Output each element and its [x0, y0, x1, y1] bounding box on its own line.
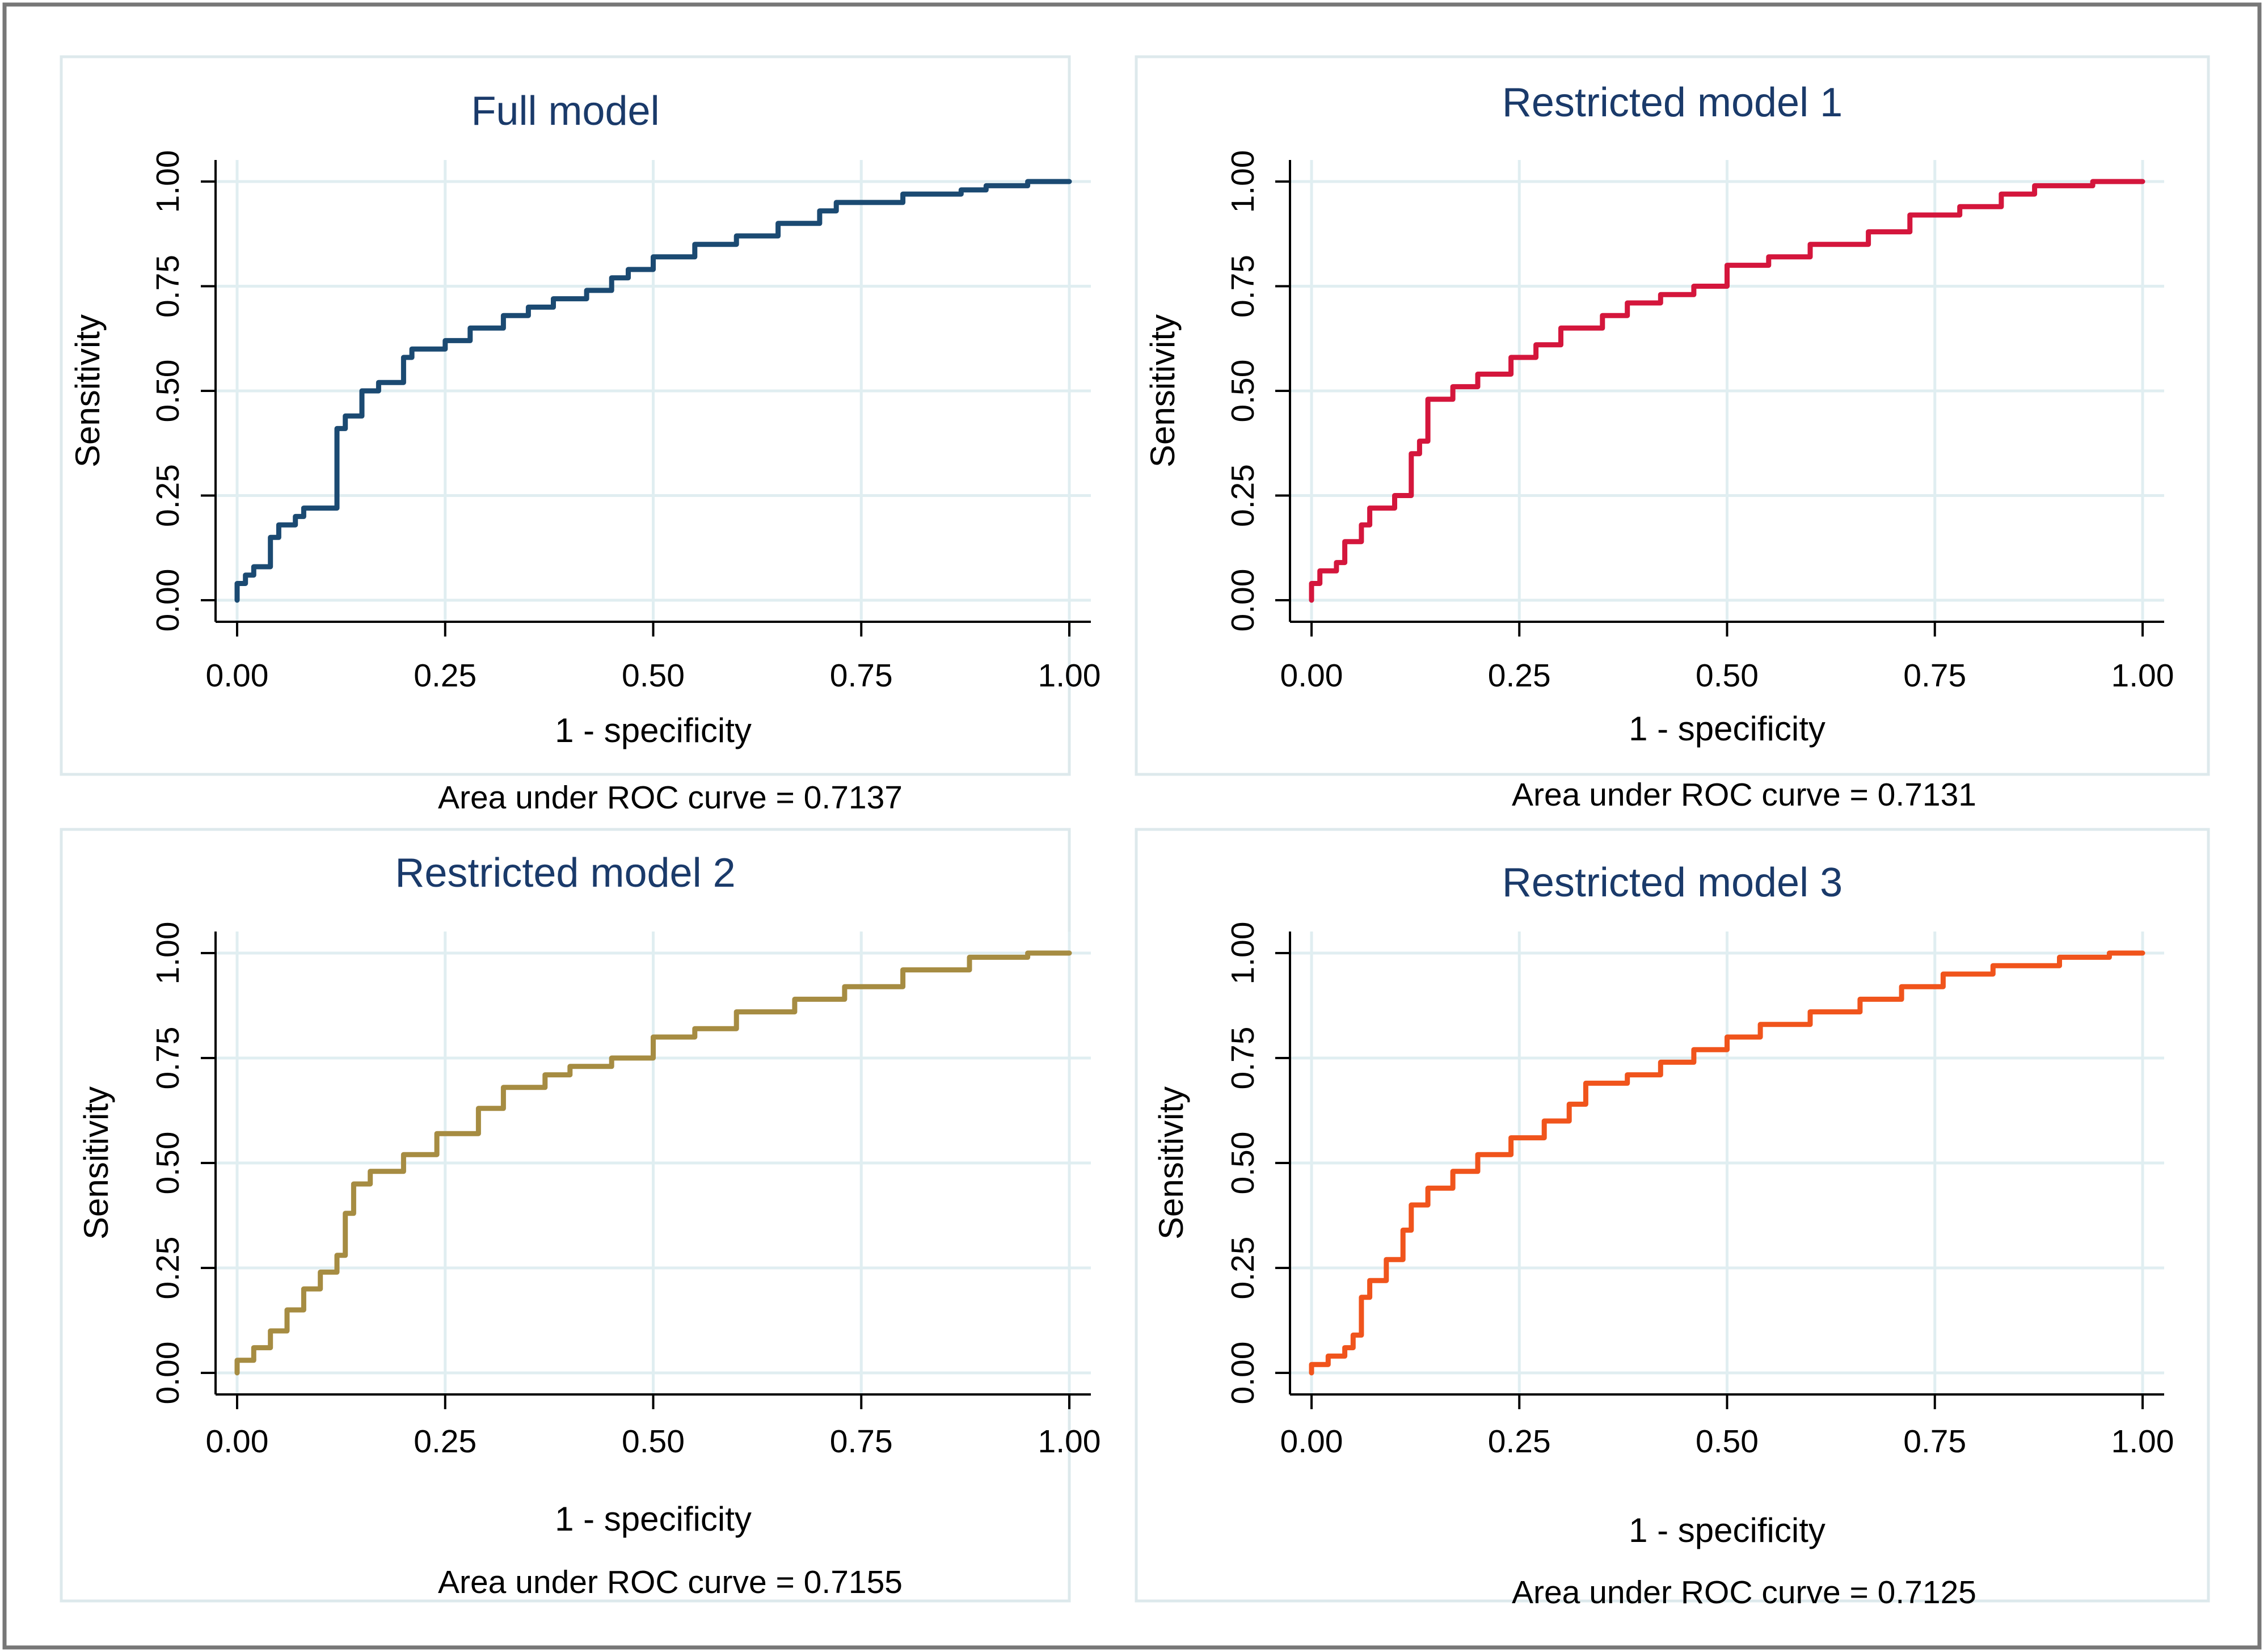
y-tick-label: 0.75	[1225, 255, 1261, 318]
y-axis-label: Sensitivity	[69, 314, 107, 467]
x-tick-label: 0.75	[830, 658, 893, 694]
auc-note: Area under ROC curve = 0.7155	[438, 1564, 903, 1600]
panel-title: Full model	[471, 88, 659, 134]
y-tick-label: 1.00	[1225, 922, 1261, 985]
roc-curve-line	[234, 179, 1072, 603]
y-tick-label: 1.00	[150, 922, 186, 985]
y-axis-label: Sensitivity	[1144, 314, 1182, 467]
x-axis-label: 1 - specificity	[555, 711, 752, 749]
y-tick-label: 0.50	[1225, 360, 1261, 423]
x-tick-label: 0.00	[1280, 658, 1343, 694]
y-tick-label: 0.00	[1225, 569, 1261, 632]
roc-curve-line	[1309, 179, 2145, 603]
y-tick-label: 0.75	[150, 255, 186, 318]
x-tick-label: 0.50	[622, 1423, 685, 1460]
x-tick-label: 0.25	[1488, 658, 1551, 694]
roc-panel-4: 0.00 0.25 0.50 0.75 1.00 0.00 0.25 0.50 0.75 1.00…	[1135, 828, 2210, 1611]
panel-frame	[1135, 828, 2210, 1603]
y-tick-label: 1.00	[150, 150, 186, 213]
roc-curve-line	[234, 950, 1072, 1376]
y-tick-label: 0.25	[1225, 1237, 1261, 1300]
y-tick-label: 0.75	[1225, 1027, 1261, 1090]
x-tick-label: 0.00	[206, 658, 269, 694]
x-tick-label: 1.00	[2111, 658, 2174, 694]
x-tick-label: 1.00	[2111, 1423, 2174, 1460]
x-axis-label: 1 - specificity	[1629, 1511, 1825, 1549]
y-tick-label: 0.50	[150, 1132, 186, 1195]
auc-note: Area under ROC curve = 0.7131	[1512, 777, 1976, 813]
x-tick-label: 0.75	[830, 1423, 893, 1460]
x-tick-label: 1.00	[1038, 1423, 1101, 1460]
x-tick-label: 0.25	[1488, 1423, 1551, 1460]
gridlines	[1290, 160, 2164, 622]
y-axis-label: Sensitivity	[1152, 1086, 1190, 1240]
roc-panel-2: 0.00 0.25 0.50 0.75 1.00 0.00 0.25 0.50 0.75 1.00…	[1135, 55, 2210, 813]
y-tick-label: 1.00	[1225, 150, 1261, 213]
x-tick-label: 0.00	[1280, 1423, 1343, 1460]
y-tick-label: 0.25	[150, 464, 186, 527]
y-tick-label: 0.00	[1225, 1342, 1261, 1405]
x-tick-label: 0.75	[1903, 1423, 1966, 1460]
x-tick-label: 0.50	[1696, 658, 1759, 694]
y-tick-label: 0.75	[150, 1027, 186, 1090]
x-tick-label: 1.00	[1038, 658, 1101, 694]
panel-title: Restricted model 1	[1502, 80, 1843, 125]
x-tick-label: 0.25	[414, 1423, 477, 1460]
y-tick-label: 0.50	[1225, 1132, 1261, 1195]
x-tick-label: 0.00	[206, 1423, 269, 1460]
y-tick-label: 0.00	[150, 1342, 186, 1405]
x-tick-label: 0.50	[622, 658, 685, 694]
x-tick-label: 0.75	[1903, 658, 1966, 694]
y-tick-label: 0.50	[150, 360, 186, 423]
y-tick-label: 0.00	[150, 569, 186, 632]
x-axis-label: 1 - specificity	[1629, 710, 1825, 748]
panel-title: Restricted model 3	[1502, 860, 1843, 905]
gridlines	[216, 160, 1091, 622]
x-axis-label: 1 - specificity	[555, 1500, 752, 1538]
roc-curve-line	[1309, 950, 2145, 1376]
gridlines	[1290, 932, 2164, 1394]
y-tick-label: 0.25	[1225, 464, 1261, 527]
auc-note: Area under ROC curve = 0.7125	[1512, 1574, 1976, 1611]
y-tick-label: 0.25	[150, 1237, 186, 1300]
auc-note: Area under ROC curve = 0.7137	[438, 779, 903, 816]
roc-panel-1: 0.00 0.25 0.50 0.75 1.00 0.00 0.25 0.50 0.75 1.00…	[60, 55, 1101, 816]
panels: 0.00 0.25 0.50 0.75 1.00 0.00 0.25 0.50 0.75 1.00…	[60, 55, 2210, 1611]
roc-panel-3: 0.00 0.25 0.50 0.75 1.00 0.00 0.25 0.50 0.75 1.00…	[60, 828, 1101, 1603]
panel-frame	[1135, 55, 2210, 776]
panel-title: Restricted model 2	[395, 850, 735, 896]
y-axis-label: Sensitivity	[77, 1086, 115, 1240]
x-tick-label: 0.50	[1696, 1423, 1759, 1460]
gridlines	[216, 932, 1091, 1394]
x-tick-label: 0.25	[414, 658, 477, 694]
